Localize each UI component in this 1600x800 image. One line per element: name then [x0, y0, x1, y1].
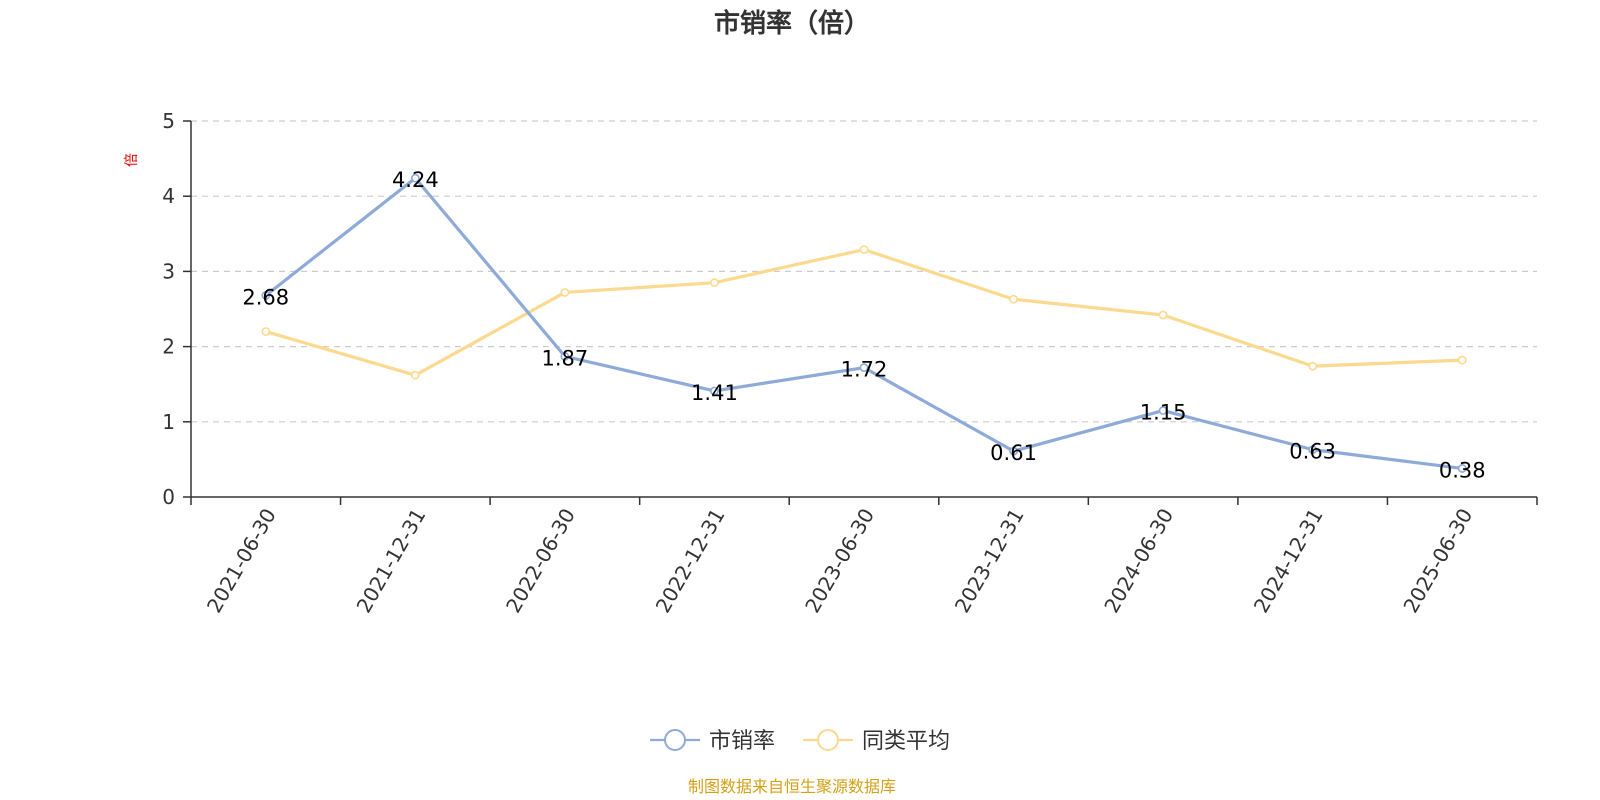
series: [261, 173, 1467, 473]
data-point[interactable]: [1009, 294, 1018, 304]
y-tick-label: 0: [162, 485, 175, 509]
x-tick-label: 2021-12-31: [352, 504, 431, 617]
data-point[interactable]: [261, 327, 271, 336]
data-point[interactable]: [560, 288, 570, 297]
data-point[interactable]: [859, 245, 869, 254]
data-point[interactable]: [1308, 361, 1318, 371]
data-label: 1.15: [1140, 401, 1187, 425]
data-label: 4.24: [392, 168, 439, 192]
legend-label: 市销率: [709, 729, 775, 754]
source-note: 制图数据来自恒生聚源数据库: [688, 777, 896, 796]
data-label: 0.61: [990, 441, 1037, 465]
x-tick-label: 2022-12-31: [651, 504, 730, 617]
data-labels: 2.68 4.24 1.87 1.41 1.72 0.61 1.15 0.63 0.38: [242, 168, 1485, 482]
y-tick-label: 1: [162, 410, 175, 434]
legend-marker-icon: [817, 729, 839, 751]
data-point[interactable]: [859, 363, 869, 373]
data-point[interactable]: [1457, 355, 1467, 365]
x-tick-label: 2022-06-30: [501, 504, 580, 617]
legend-marker-icon: [664, 729, 686, 751]
data-label: 0.38: [1439, 458, 1486, 482]
data-label: 2.68: [242, 285, 289, 309]
data-point[interactable]: [710, 386, 719, 396]
grid: [191, 120, 1537, 423]
y-tick-label: 2: [162, 335, 175, 359]
data-point[interactable]: [1158, 406, 1168, 415]
data-point[interactable]: [261, 291, 271, 300]
y-tick-label: 3: [162, 259, 175, 283]
x-tick-label: 2024-06-30: [1099, 504, 1178, 617]
legend-label: 同类平均: [862, 729, 950, 754]
y-tick-label: 4: [162, 184, 175, 208]
data-point[interactable]: [1158, 310, 1168, 320]
legend[interactable]: 市销率 同类平均: [650, 729, 950, 754]
data-point[interactable]: [1308, 445, 1318, 455]
y-axis-label: 倍: [124, 153, 140, 167]
data-label: 0.63: [1289, 440, 1336, 464]
data-point[interactable]: [410, 173, 420, 183]
data-point[interactable]: [710, 278, 719, 288]
chart-title: 市销率（倍）: [714, 8, 870, 39]
x-tick-label: 2021-06-30: [202, 504, 281, 617]
y-tick-label: 5: [162, 109, 175, 133]
x-tick-label: 2024-12-31: [1249, 504, 1328, 617]
data-label: 1.41: [691, 381, 738, 405]
x-tick-label: 2023-12-31: [950, 504, 1029, 617]
data-point[interactable]: [1457, 464, 1467, 473]
legend-item[interactable]: 市销率: [650, 729, 775, 754]
data-point[interactable]: [1009, 446, 1018, 456]
data-point[interactable]: [410, 370, 420, 380]
x-tick-label: 2025-06-30: [1398, 504, 1477, 617]
series-line: [264, 247, 1464, 377]
data-label: 1.72: [841, 358, 888, 382]
data-label: 1.87: [542, 346, 589, 370]
data-point[interactable]: [560, 351, 570, 361]
series-line: [264, 176, 1464, 471]
legend-item[interactable]: 同类平均: [803, 729, 950, 754]
x-tick-label: 2023-06-30: [800, 504, 879, 617]
